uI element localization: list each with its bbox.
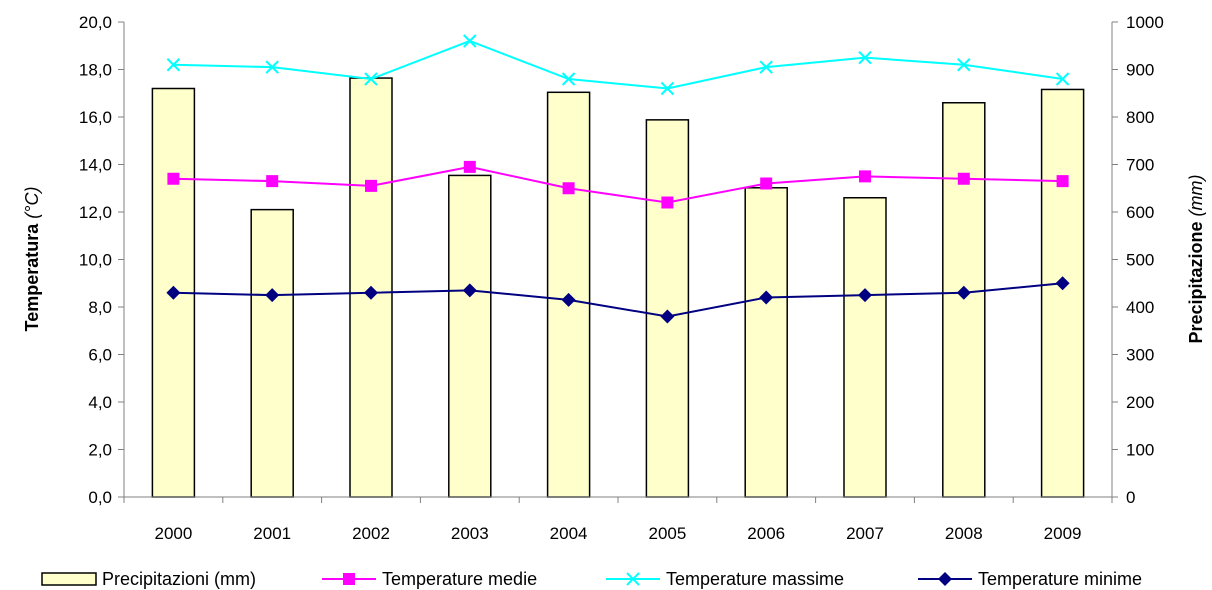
x-tick-label-2005: 2005	[648, 524, 686, 543]
point-temperature-minime-2004	[561, 292, 576, 307]
point-temperature-massime-2000	[166, 58, 181, 72]
line-temperature-medie	[173, 165, 1063, 204]
y-right-unit: (mm)	[1186, 174, 1206, 216]
y-left-tick-label: 14,0	[79, 156, 112, 175]
point-temperature-minime-2002	[364, 285, 378, 300]
legend-label-temperature-minime: Temperature minime	[978, 569, 1142, 589]
point-temperature-massime-2005	[660, 81, 675, 96]
point-temperature-minime-2003	[462, 283, 477, 298]
y-right-tick-label: 700	[1126, 156, 1154, 175]
y-left-unit: (°C)	[22, 187, 42, 219]
y-left-tick-label: 10,0	[79, 251, 112, 270]
point-temperature-medie-2006	[760, 177, 773, 190]
point-temperature-minime-2008	[956, 285, 971, 300]
legend-label-temperature-massime: Temperature massime	[666, 569, 844, 589]
point-temperature-minime-2005	[660, 309, 675, 324]
legend-marker-temperature-medie	[343, 573, 355, 585]
y-right-tick-label: 1000	[1126, 13, 1164, 32]
x-tick-label-2009: 2009	[1044, 524, 1082, 543]
y-right-label: Precipitazione	[1186, 221, 1206, 343]
point-temperature-massime-2007	[858, 50, 872, 65]
bar-precipitazioni-2009	[1040, 88, 1085, 498]
point-temperature-minime-2009	[1055, 276, 1070, 291]
x-tick-label-2006: 2006	[747, 524, 785, 543]
point-temperature-medie-2000	[167, 172, 180, 185]
point-temperature-medie-2001	[266, 175, 279, 188]
lines-layer	[166, 34, 1070, 324]
y-left-tick-label: 2,0	[88, 441, 112, 460]
x-tick-label-2000: 2000	[154, 524, 192, 543]
point-temperature-massime-2006	[759, 60, 773, 74]
legend-marker-temperature-massime	[626, 572, 640, 586]
y-right-tick-label: 900	[1126, 61, 1154, 80]
point-temperature-medie-2009	[1056, 175, 1069, 188]
y-right-axis-title: Precipitazione (mm)	[1186, 174, 1206, 343]
point-temperature-medie-2003	[463, 160, 476, 173]
point-temperature-massime-2004	[561, 72, 576, 86]
legend-label-precipitazioni-mm: Precipitazioni (mm)	[102, 569, 256, 589]
point-temperature-medie-2005	[661, 196, 674, 209]
legend-label-temperature-medie: Temperature medie	[382, 569, 537, 589]
point-temperature-minime-2000	[166, 285, 181, 300]
axes-layer: 0,0 2,0 4,0 6,0 8,0 10,0 12,0 14,0 16,0 18,0 20,0 0…	[79, 13, 1164, 543]
x-tick-label-2008: 2008	[945, 524, 983, 543]
bar-precipitazioni-2006	[744, 187, 788, 498]
point-temperature-massime-2002	[364, 72, 378, 86]
x-tick-label-2003: 2003	[451, 524, 489, 543]
x-tick-label-2002: 2002	[352, 524, 390, 543]
point-temperature-massime-2009	[1055, 72, 1070, 86]
point-temperature-medie-2002	[365, 179, 377, 192]
line-temperature-massime	[173, 39, 1063, 90]
bars-layer	[151, 77, 1085, 498]
point-temperature-minime-2006	[759, 290, 774, 305]
y-left-tick-label: 4,0	[88, 393, 112, 412]
legend-swatch-precipitazioni-mm	[41, 572, 97, 586]
x-tick-label-2007: 2007	[846, 524, 884, 543]
bar-precipitazioni-2003	[448, 174, 492, 498]
x-tick-label-2001: 2001	[253, 524, 291, 543]
point-temperature-medie-2007	[859, 170, 871, 183]
legend-marker-temperature-minime	[938, 572, 952, 586]
bar-precipitazioni-2008	[942, 102, 986, 498]
y-left-axis-title: Temperatura (°C)	[22, 187, 42, 332]
point-temperature-massime-2008	[957, 58, 971, 72]
bar-precipitazioni-2001	[250, 208, 294, 498]
point-temperature-massime-2003	[463, 34, 477, 48]
y-right-tick-label: 600	[1126, 203, 1154, 222]
y-right-tick-label: 400	[1126, 298, 1154, 317]
point-temperature-minime-2007	[858, 288, 872, 303]
y-left-tick-label: 8,0	[88, 298, 112, 317]
y-right-tick-label: 100	[1126, 441, 1154, 460]
y-left-tick-label: 0,0	[88, 488, 112, 507]
y-left-tick-label: 12,0	[79, 203, 112, 222]
y-right-tick-label: 300	[1126, 346, 1154, 365]
point-temperature-minime-2001	[265, 288, 280, 303]
y-right-tick-label: 800	[1126, 108, 1154, 127]
y-left-label: Temperatura	[22, 223, 42, 332]
line-temperature-minime	[173, 282, 1063, 318]
y-left-tick-label: 18,0	[79, 61, 112, 80]
y-right-tick-label: 0	[1126, 488, 1135, 507]
y-left-tick-label: 16,0	[79, 108, 112, 127]
x-tick-label-2004: 2004	[550, 524, 588, 543]
point-temperature-medie-2004	[562, 182, 575, 195]
point-temperature-massime-2001	[265, 60, 279, 74]
bar-precipitazioni-2007	[843, 197, 887, 498]
y-right-tick-label: 200	[1126, 393, 1154, 412]
legend: Precipitazioni (mm) Temperature medie Temp…	[41, 569, 1142, 589]
point-temperature-medie-2008	[957, 172, 970, 185]
y-left-tick-label: 6,0	[88, 346, 112, 365]
y-left-tick-label: 20,0	[79, 13, 112, 32]
bar-precipitazioni-2005	[645, 119, 690, 498]
y-right-tick-label: 500	[1126, 251, 1154, 270]
